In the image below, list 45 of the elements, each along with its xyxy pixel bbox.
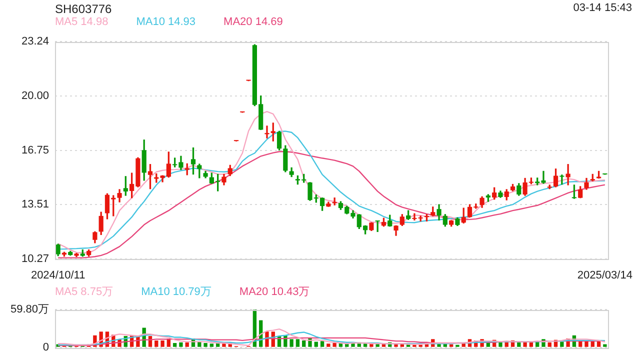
bar <box>179 342 183 347</box>
bar <box>204 342 208 347</box>
chart-title: SH603776 <box>55 2 112 16</box>
text: MA20 14.69 <box>224 16 283 29</box>
text: MA5 14.98 <box>55 16 108 29</box>
y-tick-label: 23.24 <box>21 36 49 48</box>
bar <box>517 342 521 347</box>
bar <box>290 339 294 347</box>
bar <box>560 342 564 347</box>
bar <box>222 344 226 347</box>
text: MA5 8.75万 <box>55 285 114 298</box>
bar <box>185 342 189 347</box>
bar <box>172 342 177 347</box>
text: MA10 14.93 <box>136 16 196 29</box>
bar <box>578 341 582 347</box>
y-tick-label: 16.75 <box>21 144 49 156</box>
bar <box>302 340 306 347</box>
y-tick-label: 10.27 <box>21 252 49 265</box>
bar <box>424 344 429 347</box>
bar <box>603 344 607 347</box>
bar <box>332 342 336 347</box>
x-tick-label: 2024/10/11 <box>30 269 86 282</box>
bar <box>160 340 164 347</box>
y-tick-label: 13.51 <box>21 198 49 211</box>
bar <box>314 342 318 347</box>
bar <box>326 344 330 347</box>
y-tick-label: 59.80万 <box>10 304 49 316</box>
bar <box>498 342 502 347</box>
text: MA20 10.43万 <box>239 285 310 298</box>
bar <box>504 342 508 347</box>
bar <box>154 340 158 347</box>
bar <box>394 344 398 347</box>
text: MA10 10.79万 <box>141 285 212 298</box>
bar <box>210 344 214 347</box>
bar <box>363 344 368 347</box>
x-tick-label: 2025/03/14 <box>577 269 632 282</box>
bar <box>296 339 300 347</box>
text: 03-14 15:43 <box>573 2 632 14</box>
bar <box>320 341 324 347</box>
bar <box>548 342 552 347</box>
y-tick-label: 0 <box>42 341 49 354</box>
bar <box>449 344 454 347</box>
y-tick-label: 20.00 <box>21 90 49 102</box>
bar <box>529 342 534 347</box>
bar <box>596 341 601 347</box>
